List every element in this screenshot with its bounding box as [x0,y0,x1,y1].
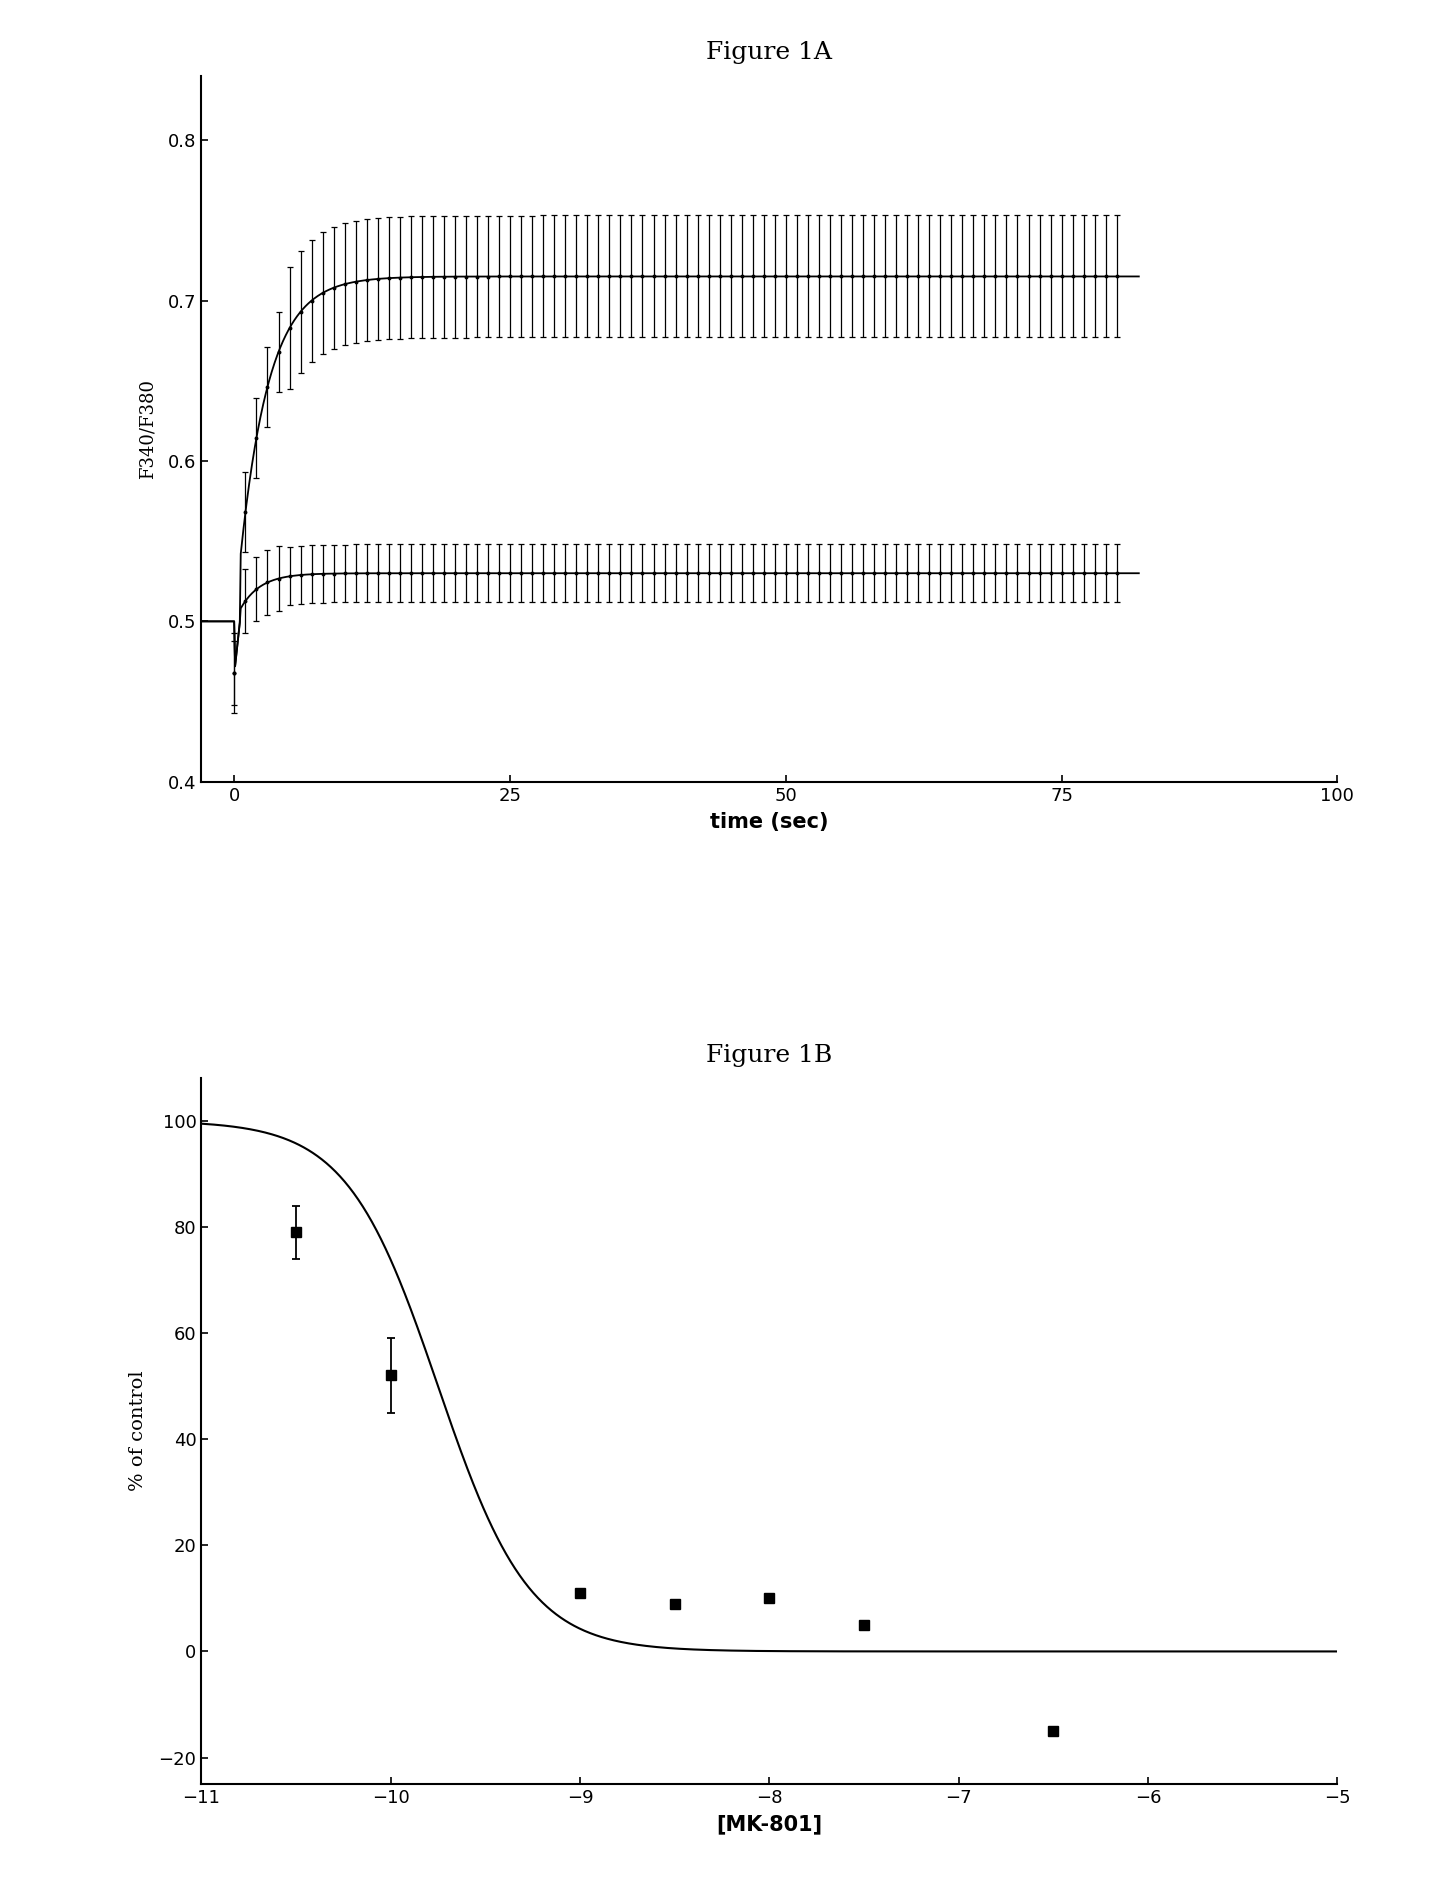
Y-axis label: F340/F380: F340/F380 [139,380,157,478]
X-axis label: time (sec): time (sec) [710,812,828,831]
Y-axis label: % of control: % of control [129,1370,148,1492]
Title: Figure 1A: Figure 1A [706,42,833,65]
X-axis label: [MK-801]: [MK-801] [716,1814,823,1833]
Title: Figure 1B: Figure 1B [706,1044,833,1067]
